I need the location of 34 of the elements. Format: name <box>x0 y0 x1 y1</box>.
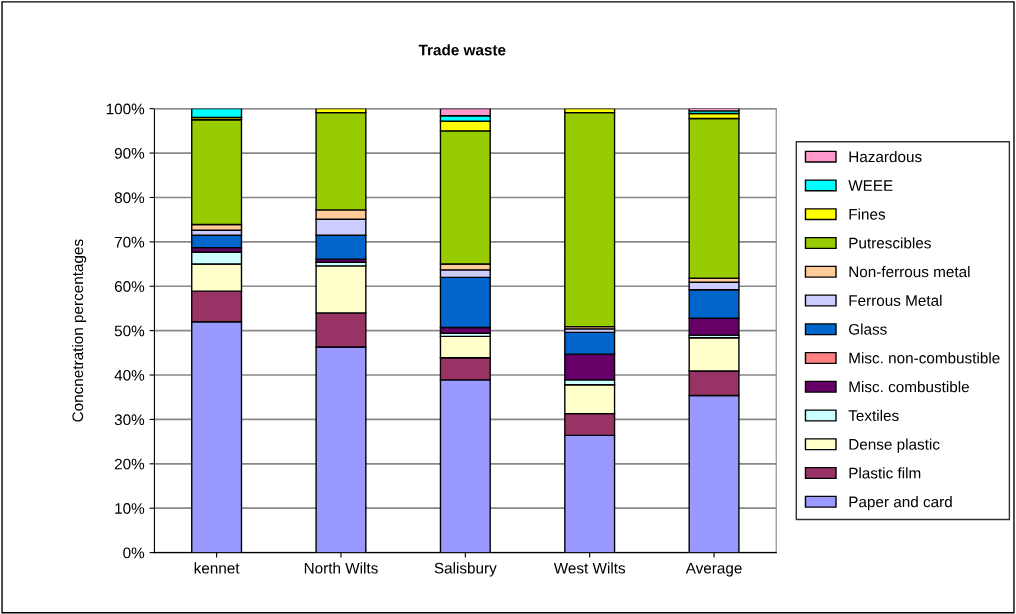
legend-label: Dense plastic <box>849 438 940 453</box>
y-tick-label: 40% <box>114 369 145 381</box>
y-tick-label: 0% <box>123 547 145 559</box>
y-tick-label: 30% <box>114 414 145 426</box>
legend-label: Misc. combustible <box>849 381 969 393</box>
legend-label: Hazardous <box>849 150 922 163</box>
y-tick-label: 90% <box>114 147 145 159</box>
x-tick-label: Average <box>685 562 742 577</box>
x-tick-label: Salisbury <box>434 562 497 577</box>
legend-label: Glass <box>849 323 887 335</box>
x-tick-label: West Wilts <box>553 562 626 574</box>
bar <box>688 117 740 279</box>
chart-title: Trade waste <box>418 44 506 56</box>
bar <box>191 108 243 119</box>
legend-label: Fines <box>849 208 886 220</box>
y-tick-label: 60% <box>114 281 145 292</box>
legend-label: Ferrous Metal <box>849 294 942 306</box>
y-axis-title: Concnetration percentages <box>71 239 87 422</box>
legend-label: WEEE <box>848 180 893 191</box>
legend-label: Plastic film <box>849 467 921 479</box>
y-tick-label: 50% <box>114 325 145 337</box>
y-tick-label: 80% <box>114 192 145 204</box>
bar <box>564 111 616 328</box>
legend-label: Putrescibles <box>849 237 931 249</box>
legend-label: Textiles <box>848 409 899 422</box>
x-tick-label: North Wilts <box>304 562 378 574</box>
y-tick-label: 20% <box>114 458 145 470</box>
y-tick-label: 100% <box>106 103 145 115</box>
legend-label: Non-ferrous metal <box>849 266 970 278</box>
legend-label: Misc. non-combustible <box>849 352 1000 364</box>
y-tick-label: 10% <box>115 503 145 514</box>
y-tick-label: 70% <box>114 236 145 248</box>
x-tick-label: kennet <box>194 562 240 574</box>
legend-label: Paper and card <box>849 496 952 511</box>
